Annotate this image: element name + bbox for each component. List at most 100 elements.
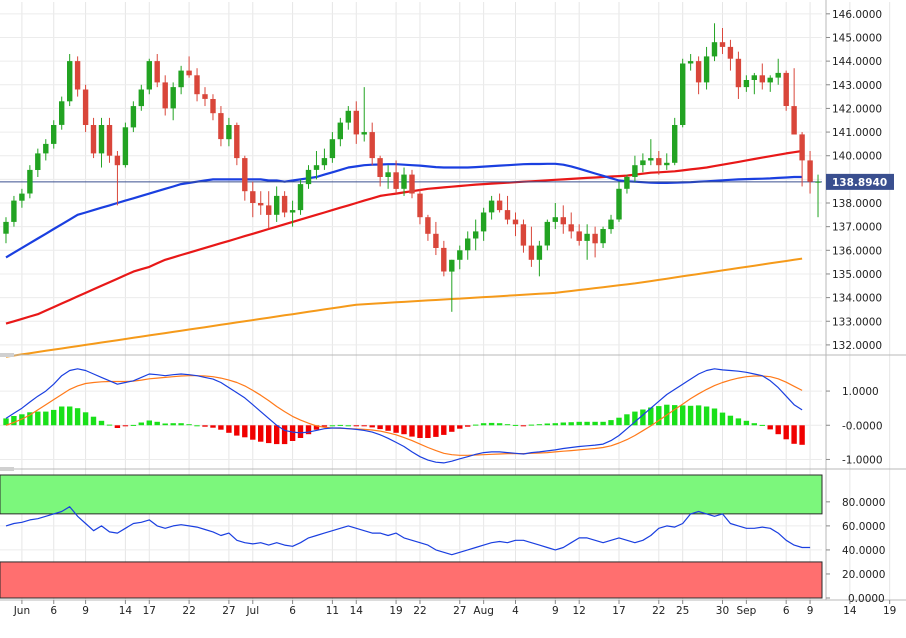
candle-body: [664, 162, 670, 166]
candle-body: [807, 160, 813, 182]
candle-body: [337, 122, 343, 140]
candle-body: [640, 160, 646, 166]
macd-histogram-bar: [385, 425, 391, 431]
macd-histogram-bar: [218, 425, 224, 430]
candle-body: [504, 210, 511, 220]
macd-histogram-bar: [544, 423, 550, 426]
oversold-zone: [0, 561, 823, 599]
macd-histogram-bar: [608, 420, 614, 426]
candle-body: [170, 87, 176, 109]
macd-histogram-bar: [656, 406, 662, 426]
candle-body: [43, 143, 49, 154]
candle-body: [759, 75, 765, 83]
price-tick-label: 143.0000: [832, 80, 882, 92]
macd-histogram-bar: [417, 425, 423, 438]
x-tick-label: 9: [807, 605, 814, 617]
price-panel[interactable]: [0, 23, 822, 358]
macd-histogram-bar: [250, 425, 256, 440]
candle-body: [703, 56, 710, 83]
candle-body: [751, 75, 757, 80]
candle-body: [743, 80, 750, 88]
macd-histogram-bar: [783, 425, 789, 440]
price-tick-label: 141.0000: [832, 127, 882, 139]
candle-body: [560, 217, 566, 225]
macd-histogram-bar: [377, 425, 383, 430]
candle-body: [767, 77, 773, 83]
macd-histogram-bar: [592, 421, 598, 426]
candle-body: [242, 158, 248, 192]
macd-histogram-bar: [27, 412, 33, 426]
macd-histogram-bar: [305, 425, 312, 435]
candle-body: [544, 221, 550, 246]
macd-histogram-bar: [600, 421, 606, 426]
macd-histogram-bar: [512, 424, 519, 426]
price-tick-label: 134.0000: [832, 293, 882, 305]
candle-body: [520, 224, 527, 246]
macd-histogram-bar: [687, 405, 694, 426]
macd-histogram-bar: [122, 425, 129, 427]
macd-histogram-bar: [202, 425, 208, 427]
macd-histogram-bar: [449, 425, 455, 432]
macd-histogram-bar: [82, 412, 89, 426]
x-tick-label: 6: [289, 605, 296, 617]
candle-body: [11, 200, 17, 222]
candle-body: [385, 172, 391, 177]
rsi-panel[interactable]: [0, 474, 823, 599]
macd-histogram-bar: [791, 425, 797, 444]
candle-body: [19, 193, 25, 201]
macd-histogram-bar: [799, 425, 805, 445]
candle-body: [281, 195, 288, 213]
candle-body: [680, 63, 686, 125]
candle-body: [528, 245, 535, 260]
candle-body: [441, 247, 447, 272]
macd-histogram-bar: [488, 422, 495, 426]
candle-body: [258, 203, 264, 206]
macd-panel[interactable]: [3, 368, 805, 464]
x-tick-label: 22: [652, 605, 665, 617]
macd-histogram-bar: [43, 411, 49, 426]
candle-body: [727, 46, 734, 59]
candle-body: [465, 238, 471, 251]
macd-histogram-bar: [568, 422, 574, 426]
macd-histogram-bar: [90, 416, 97, 426]
macd-histogram-bar: [313, 425, 320, 430]
candle-body: [473, 231, 479, 239]
candle-body: [114, 155, 121, 166]
candle-body: [210, 99, 216, 114]
candle-body: [274, 195, 280, 215]
x-tick-label: 27: [453, 605, 466, 617]
price-tick-label: 132.0000: [832, 340, 882, 352]
macd-histogram-bar: [258, 425, 264, 442]
candle-body: [3, 221, 9, 234]
x-tick-label: 25: [676, 605, 689, 617]
candle-body: [496, 200, 503, 211]
candle-body: [433, 233, 439, 248]
candle-body: [687, 61, 694, 64]
macd-histogram-bar: [321, 425, 328, 427]
x-tick-label: 9: [82, 605, 89, 617]
candle-body: [735, 58, 742, 88]
x-tick-label: 14: [843, 605, 857, 617]
macd-histogram-bar: [345, 425, 351, 427]
macd-histogram-bar: [281, 425, 288, 445]
price-tick-label: 137.0000: [832, 222, 882, 234]
candle-body: [457, 250, 463, 260]
candle-body: [186, 70, 192, 76]
candle-body: [74, 61, 81, 90]
candle-body: [250, 191, 256, 203]
macd-histogram-bar: [465, 425, 471, 427]
macd-histogram-bar: [719, 412, 726, 426]
macd-histogram-bar: [3, 418, 9, 426]
candle-body: [226, 125, 232, 140]
macd-histogram-bar: [552, 423, 558, 426]
candle-body: [51, 125, 57, 144]
macd-histogram-bar: [242, 425, 248, 438]
candle-body: [815, 181, 821, 183]
candle-body: [719, 42, 726, 47]
macd-histogram-bar: [337, 424, 343, 426]
candle-body: [305, 169, 312, 185]
candle-body: [130, 106, 137, 128]
candle-body: [401, 174, 407, 189]
candle-body: [345, 110, 351, 123]
x-tick-label: Sep: [736, 605, 756, 617]
